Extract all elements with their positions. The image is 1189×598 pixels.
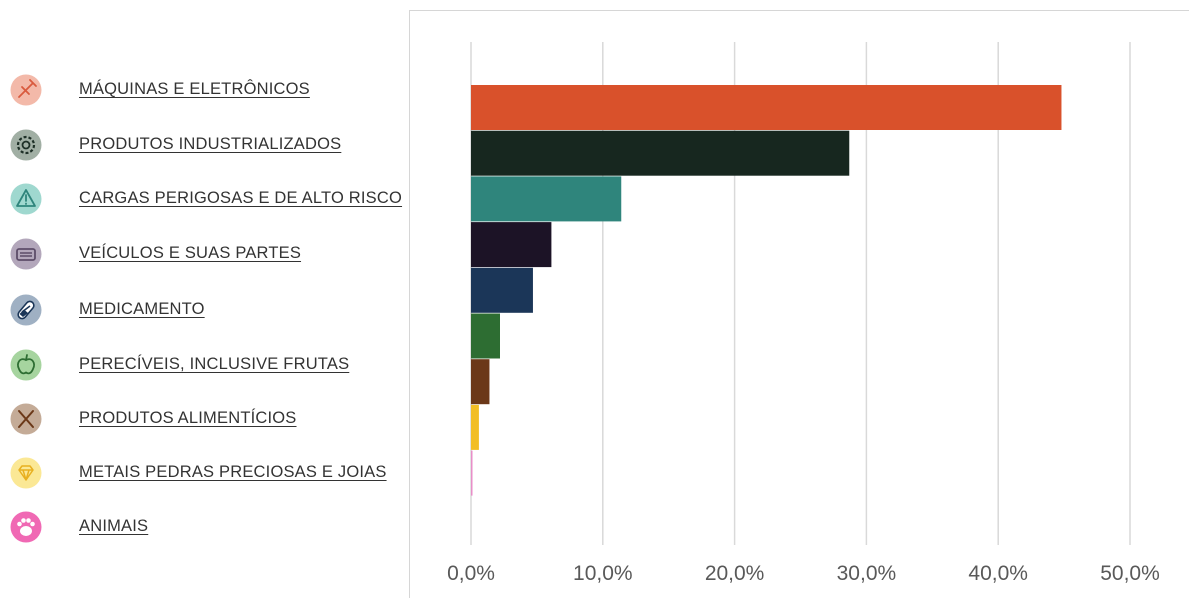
- x-tick-label: 50,0%: [1100, 562, 1160, 585]
- category-label[interactable]: VEÍCULOS E SUAS PARTES: [79, 244, 302, 262]
- bar: [471, 85, 1062, 130]
- category-label[interactable]: CARGAS PERIGOSAS E DE ALTO RISCO: [79, 189, 403, 207]
- bar: [471, 130, 850, 176]
- bar: [471, 222, 552, 268]
- x-tick-label: 10,0%: [573, 562, 633, 585]
- bar: [471, 313, 500, 359]
- bar: [471, 450, 473, 496]
- apple-icon: [10, 349, 42, 381]
- pill-icon: [10, 294, 42, 326]
- diamond-icon: [10, 457, 42, 489]
- x-tick-label: 40,0%: [968, 562, 1028, 585]
- bar: [471, 359, 490, 405]
- truck-icon: [10, 238, 42, 270]
- category-legend: MÁQUINAS E ELETRÔNICOS PRODUTOS INDUSTRIA…: [0, 0, 410, 598]
- category-label[interactable]: ANIMAIS: [79, 517, 149, 535]
- category-label[interactable]: PRODUTOS INDUSTRIALIZADOS: [79, 135, 342, 153]
- x-tick-label: 20,0%: [705, 562, 765, 585]
- bar: [471, 404, 479, 450]
- category-label[interactable]: PRODUTOS ALIMENTÍCIOS: [79, 409, 297, 427]
- fork-knife-icon: [10, 403, 42, 435]
- category-label[interactable]: MÁQUINAS E ELETRÔNICOS: [79, 80, 310, 98]
- category-label[interactable]: METAIS PEDRAS PRECIOSAS E JOIAS: [79, 463, 387, 481]
- bars: [471, 85, 1062, 496]
- gear-icon: [10, 129, 42, 161]
- category-label[interactable]: PERECÍVEIS, INCLUSIVE FRUTAS: [79, 355, 350, 373]
- bar: [471, 176, 622, 222]
- x-tick-label: 30,0%: [837, 562, 897, 585]
- warning-icon: [10, 183, 42, 215]
- category-label[interactable]: MEDICAMENTO: [79, 300, 205, 318]
- plug-icon: [10, 74, 42, 106]
- bar: [471, 267, 533, 313]
- x-axis-tick-labels: 0,0% 10,0% 20,0% 30,0% 40,0% 50,0%: [447, 562, 1160, 585]
- x-tick-label: 0,0%: [447, 562, 495, 585]
- paw-icon: [10, 511, 42, 543]
- chart-frame: [409, 10, 1189, 598]
